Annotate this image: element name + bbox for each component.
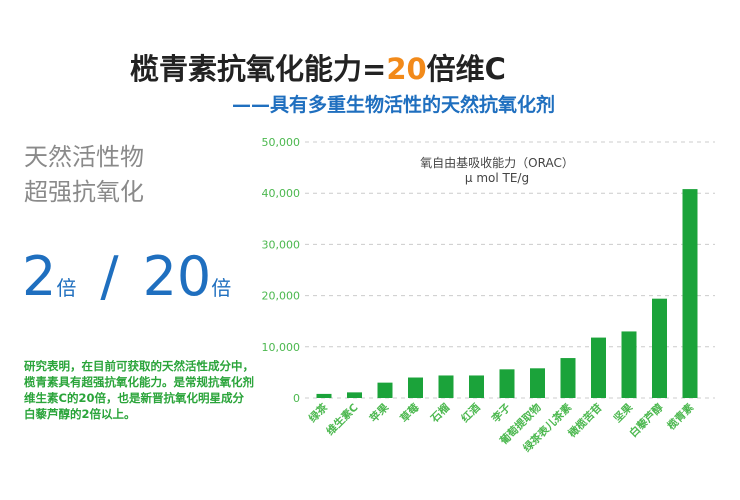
bar (591, 337, 606, 398)
x-tick-label: 白藜芦醇 (627, 401, 666, 440)
x-tick-label: 草莓 (398, 401, 422, 425)
y-tick-label: 40,000 (262, 187, 301, 200)
page-title: 榄青素抗氧化能力=20倍维C (130, 52, 506, 86)
tagline-1: 天然活性物 (24, 143, 144, 171)
bar (438, 375, 454, 398)
bar (499, 369, 515, 398)
bar (560, 358, 576, 398)
x-tick-label: 苹果 (367, 401, 391, 425)
bar (530, 368, 545, 398)
y-tick-label: 10,000 (262, 341, 301, 354)
x-tick-label: 石榴 (427, 401, 452, 426)
tagline-2: 超强抗氧化 (24, 178, 144, 206)
x-tick-label: 绿茶 (306, 401, 330, 425)
chart-unit: μ mol TE/g (465, 171, 529, 185)
bar (469, 375, 484, 398)
x-tick-label: 榄青素 (665, 401, 697, 433)
bar (621, 331, 637, 398)
bar (347, 392, 362, 398)
y-tick-label: 20,000 (262, 290, 301, 303)
chart-title: 氧自由基吸收能力（ORAC） (420, 156, 574, 170)
bar (652, 298, 667, 398)
bar (316, 393, 332, 398)
bar (377, 382, 393, 398)
ratio-display: 2倍/20倍 (22, 245, 232, 308)
y-tick-label: 30,000 (262, 238, 301, 251)
bar (682, 189, 698, 398)
bar (408, 377, 423, 398)
x-tick-label: 橄榄苦苷 (566, 401, 605, 440)
description-paragraph: 研究表明，在目前可获取的天然活性成分中，榄青素具有超强抗氧化能力。是常规抗氧化剂… (24, 359, 254, 421)
y-tick-label: 50,000 (262, 136, 301, 149)
x-tick-label: 坚果 (611, 401, 635, 425)
y-tick-label: 0 (293, 392, 300, 405)
x-tick-label: 红酒 (459, 401, 483, 425)
x-tick-label: 维生素C (324, 401, 361, 438)
page-subtitle: ——具有多重生物活性的天然抗氧化剂 (232, 94, 556, 116)
x-tick-label: 李子 (488, 401, 513, 426)
